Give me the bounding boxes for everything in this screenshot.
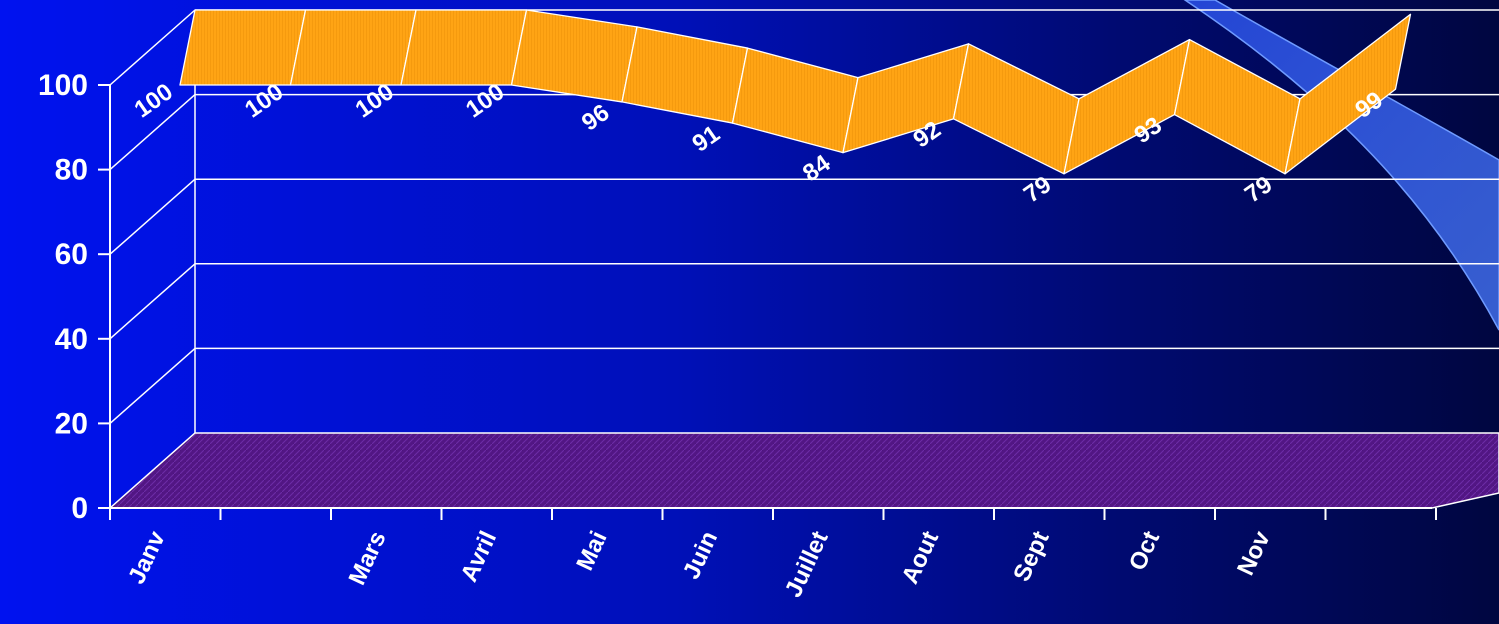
y-tick-label: 80 [55,154,88,187]
gridline-side-80 [109,94,196,171]
ribbon-segment-7 [952,43,1080,175]
x-tick-label: Juin [678,527,723,583]
gridline-side-100 [109,9,196,86]
x-tick-label: Aout [897,527,945,588]
ribbon-segment-8 [1063,38,1191,175]
x-tick-labels-layer: Janv Mars Avril Mai Juin Juillet Aout Sept Oct No… [123,527,1276,602]
ribbon-segment-10 [1284,13,1412,175]
data-label: 91 [688,120,725,157]
ribbon-segment-3 [510,9,638,103]
gridline-side-40 [109,263,196,340]
x-tick-label: Mars [344,527,392,589]
gridline-side-20 [109,347,196,424]
x-tick-label: Nov [1232,527,1276,580]
y-tick-labels-layer: 0 20 40 60 80 100 [38,69,88,525]
data-label: 84 [798,149,836,187]
ribbon-segment-4 [621,26,749,124]
y-tick-label: 100 [38,69,88,102]
x-tick-label: Janv [123,527,171,589]
data-label: 79 [1240,171,1277,208]
data-label: 79 [1019,171,1056,208]
x-tick-label: Juillet [780,527,834,601]
y-tick-label: 60 [55,238,88,271]
gridline-side-60 [109,178,196,255]
x-tick-label: Mai [571,527,612,575]
ribbon-segment-0 [179,9,307,86]
y-tick-label: 40 [55,323,88,356]
axes-layer [98,84,1437,520]
x-tick-label: Sept [1008,527,1054,586]
y-tick-label: 0 [71,492,88,525]
y-tick-label: 20 [55,407,88,440]
ribbon-segment-1 [289,9,417,86]
ribbon-segment-2 [400,9,528,86]
ribbon-segment-6 [842,43,970,154]
data-label: 96 [577,99,614,136]
x-tick-label: Avril [456,527,503,586]
chart-floor [108,432,1499,509]
ribbon-layer [179,9,1412,175]
swoosh-shape [1183,0,1499,331]
x-tick-label: Oct [1124,527,1165,575]
floor-layer [108,432,1499,509]
decorative-swoosh-layer [1183,0,1499,331]
ribbon-segment-5 [731,47,859,154]
